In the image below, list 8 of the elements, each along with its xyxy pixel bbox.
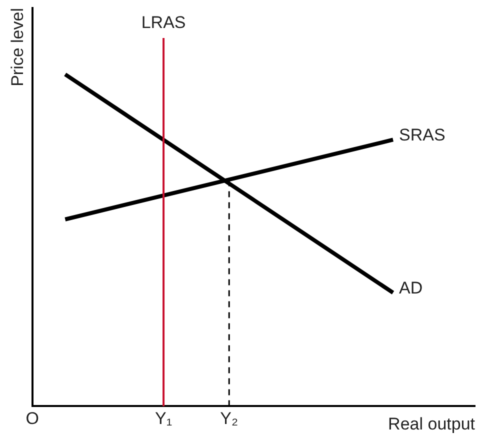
x-tick-label: Y₂ (220, 409, 238, 428)
y-axis-title: Price level (8, 8, 27, 86)
x-axis-title: Real output (388, 414, 476, 434)
x-tick-label: O (26, 409, 40, 428)
series-label: SRAS (399, 125, 446, 144)
series-label: AD (399, 278, 423, 298)
ref-line-label: LRAS (141, 13, 186, 32)
x-tick-label: Y₁ (155, 409, 172, 428)
